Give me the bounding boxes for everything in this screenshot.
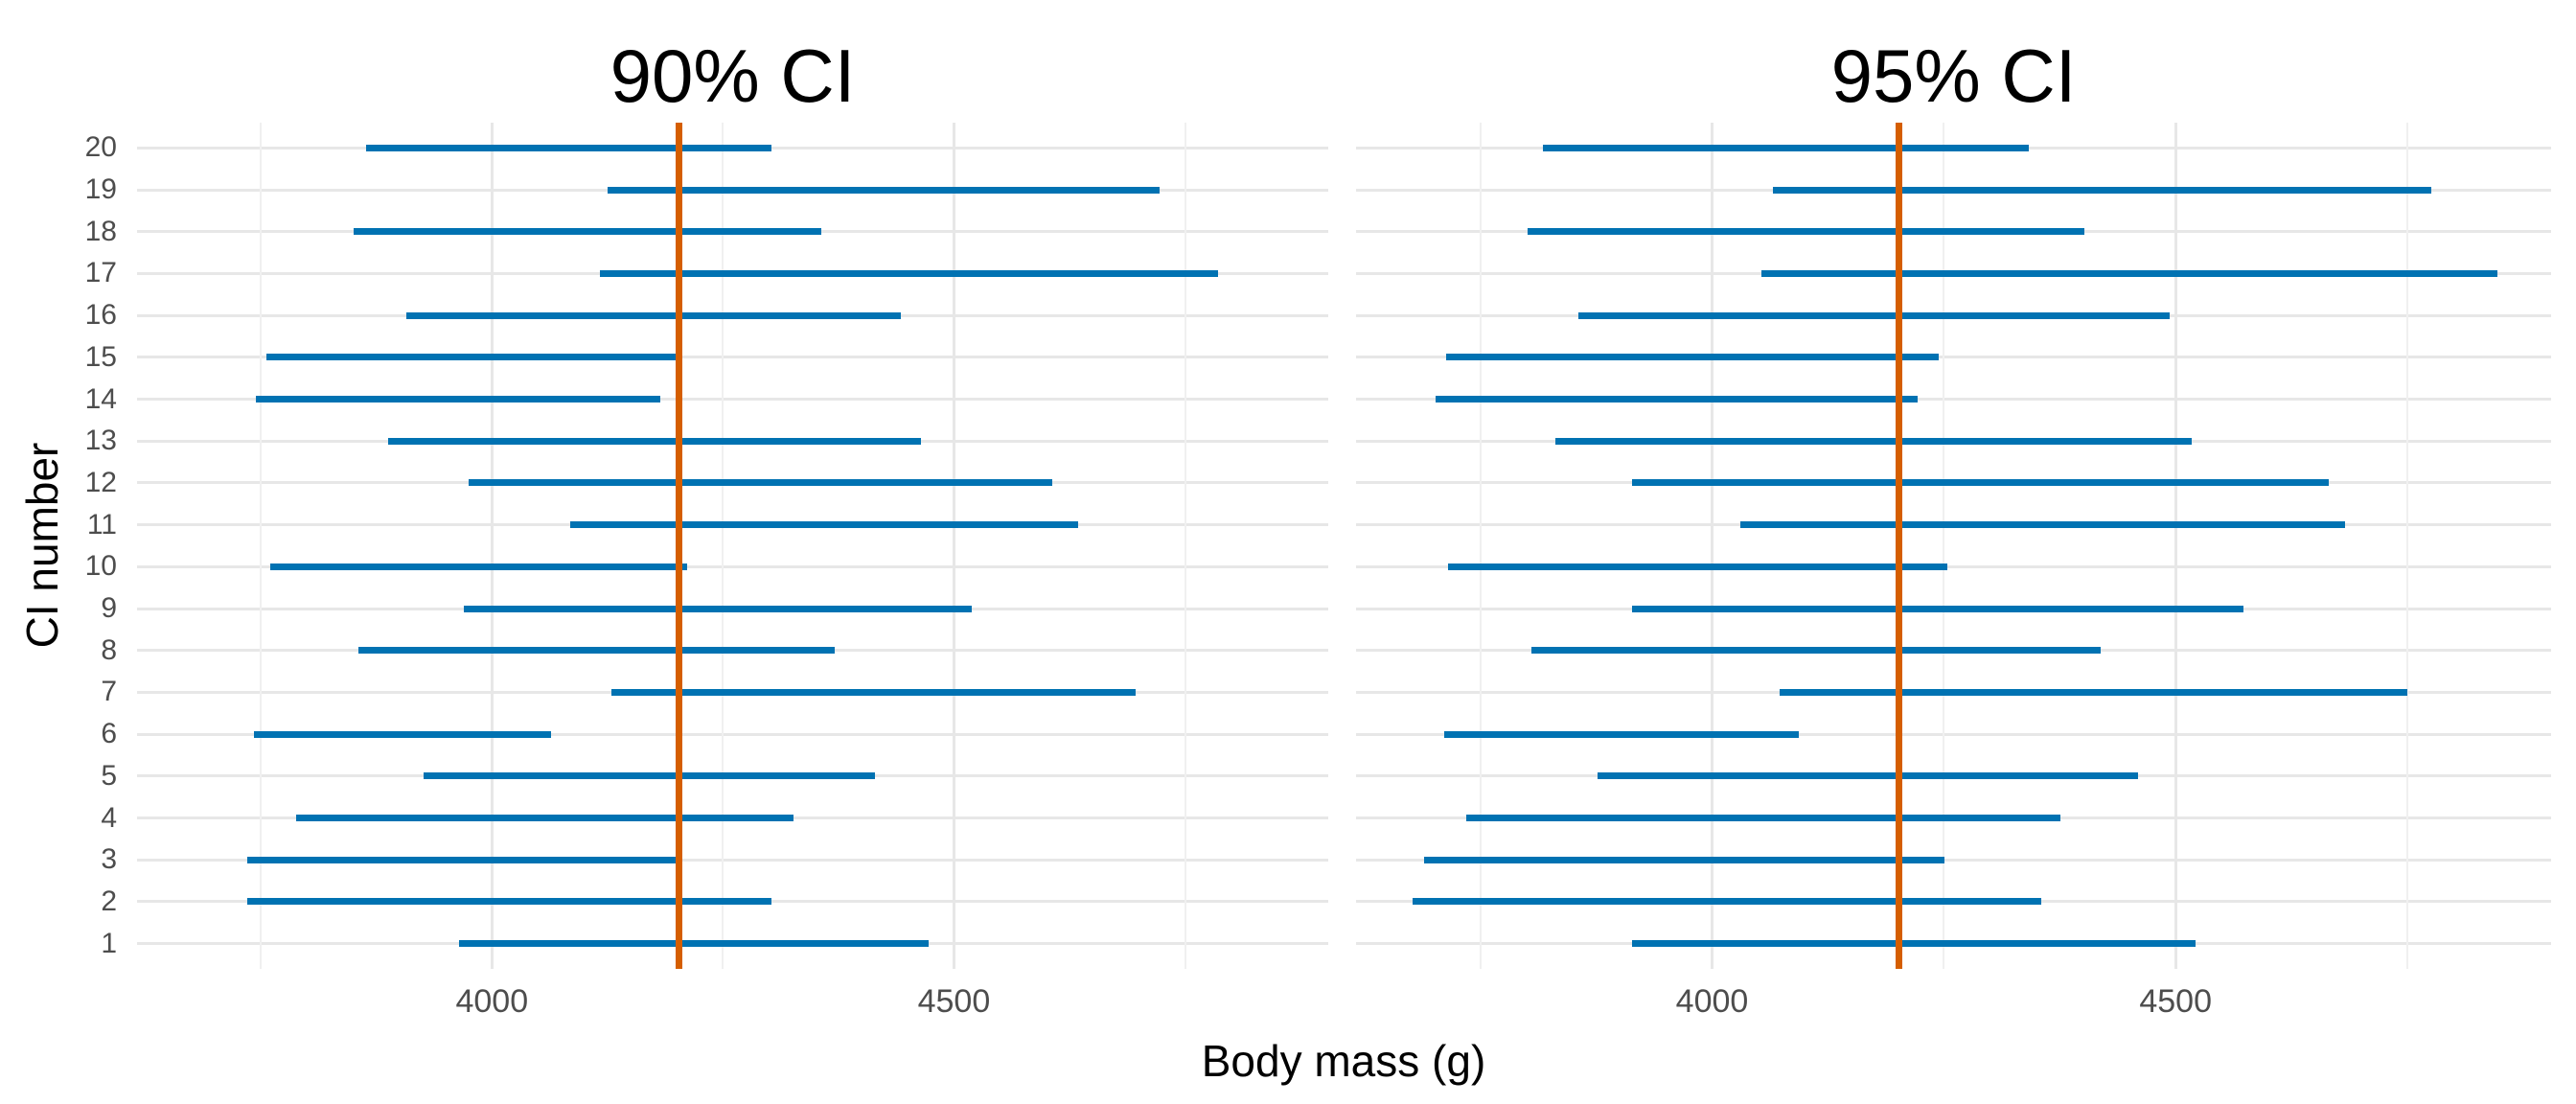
gridline-row-3 (1356, 858, 2551, 862)
y-tick-label-15: 15 (84, 340, 117, 373)
ci-interval-90-5 (423, 772, 876, 780)
y-tick-label-9: 9 (101, 592, 117, 624)
ci-interval-95-15 (1445, 354, 1939, 361)
gridline-row-15 (137, 356, 1328, 359)
ci-interval-90-10 (269, 563, 687, 570)
ci-interval-90-4 (295, 815, 794, 821)
ci-interval-95-5 (1597, 772, 2138, 780)
ci-interval-95-16 (1578, 311, 2171, 319)
ci-interval-90-6 (253, 730, 551, 738)
x-tick-label-90-4000: 4000 (455, 983, 529, 1020)
ci-interval-90-13 (388, 437, 921, 445)
ci-interval-95-17 (1760, 269, 2497, 277)
ci-interval-90-11 (570, 521, 1078, 529)
ci-interval-90-7 (610, 688, 1137, 696)
gridline-major-4500 (952, 123, 955, 969)
gridline-row-3 (137, 858, 1328, 862)
gridline-minor-3750 (1479, 123, 1482, 969)
ci-interval-95-6 (1443, 730, 1800, 738)
true-mean-line-90 (675, 123, 682, 969)
y-tick-label-13: 13 (84, 425, 117, 457)
ci-interval-90-12 (469, 479, 1052, 487)
y-tick-label-1: 1 (101, 927, 117, 959)
gridline-row-6 (137, 732, 1328, 736)
true-mean-line-95 (1896, 123, 1903, 969)
y-tick-label-7: 7 (101, 676, 117, 708)
ci-interval-95-8 (1530, 647, 2101, 655)
y-tick-label-18: 18 (84, 215, 117, 247)
ci-interval-95-20 (1543, 144, 2030, 151)
gridline-major-4000 (1710, 123, 1714, 969)
y-tick-label-17: 17 (84, 257, 117, 289)
ci-interval-90-9 (464, 605, 972, 612)
ci-interval-90-19 (607, 186, 1160, 194)
panel-title-90ci: 90% CI (610, 34, 856, 118)
gridline-row-6 (1356, 732, 2551, 736)
plot-panel-90ci (137, 123, 1328, 969)
y-tick-label-2: 2 (101, 885, 117, 917)
ci-interval-90-3 (246, 856, 678, 863)
ci-interval-90-18 (353, 228, 821, 236)
ci-interval-90-8 (358, 647, 836, 655)
gridline-major-4500 (2174, 123, 2177, 969)
y-tick-label-3: 3 (101, 843, 117, 876)
ci-interval-95-13 (1554, 437, 2192, 445)
gridline-row-10 (137, 564, 1328, 568)
y-tick-label-11: 11 (86, 508, 117, 540)
x-axis-title: Body mass (g) (1201, 1036, 1486, 1086)
gridline-minor-4750 (1184, 123, 1186, 969)
gridline-row-10 (1356, 564, 2551, 568)
x-tick-label-95-4000: 4000 (1675, 983, 1749, 1020)
ci-interval-95-19 (1773, 186, 2432, 194)
y-tick-label-8: 8 (101, 633, 117, 666)
ci-interval-95-4 (1466, 815, 2061, 821)
ci-interval-90-17 (600, 269, 1219, 277)
plot-panel-95ci (1356, 123, 2551, 969)
y-tick-label-5: 5 (101, 759, 117, 792)
panel-title-95ci: 95% CI (1830, 34, 2077, 118)
ci-interval-95-1 (1632, 940, 2196, 948)
y-tick-label-14: 14 (84, 382, 117, 415)
ci-interval-95-10 (1447, 563, 1948, 570)
y-tick-label-4: 4 (101, 801, 117, 834)
x-tick-label-90-4500: 4500 (917, 983, 991, 1020)
gridline-row-15 (1356, 356, 2551, 359)
y-tick-label-20: 20 (84, 131, 117, 164)
gridline-minor-4750 (2406, 123, 2409, 969)
ci-interval-90-2 (246, 898, 772, 906)
y-tick-label-10: 10 (84, 550, 117, 583)
ci-interval-90-14 (256, 396, 660, 402)
x-tick-label-95-4500: 4500 (2139, 983, 2213, 1020)
y-tick-label-19: 19 (84, 173, 117, 205)
y-tick-label-16: 16 (84, 299, 117, 332)
gridline-major-4000 (490, 123, 494, 969)
ci-interval-90-16 (405, 311, 901, 319)
gridline-row-14 (137, 398, 1328, 401)
y-tick-label-12: 12 (84, 466, 117, 498)
ci-interval-90-15 (266, 354, 678, 361)
ci-interval-95-11 (1739, 521, 2346, 529)
gridline-minor-4250 (722, 123, 724, 969)
ci-interval-95-3 (1423, 856, 1945, 863)
ci-interval-95-7 (1780, 688, 2408, 696)
y-axis-title: CI number (17, 442, 67, 649)
ci-interval-95-2 (1413, 898, 2041, 906)
ci-interval-95-9 (1632, 605, 2243, 612)
ci-interval-95-12 (1632, 479, 2329, 487)
ci-interval-90-1 (458, 940, 930, 948)
gridline-minor-3750 (260, 123, 263, 969)
ci-interval-95-18 (1527, 228, 2085, 236)
y-tick-label-6: 6 (101, 718, 117, 750)
ci-interval-90-20 (366, 144, 772, 151)
gridline-row-14 (1356, 398, 2551, 401)
ci-interval-95-14 (1436, 396, 1919, 402)
gridline-minor-4250 (1943, 123, 1945, 969)
